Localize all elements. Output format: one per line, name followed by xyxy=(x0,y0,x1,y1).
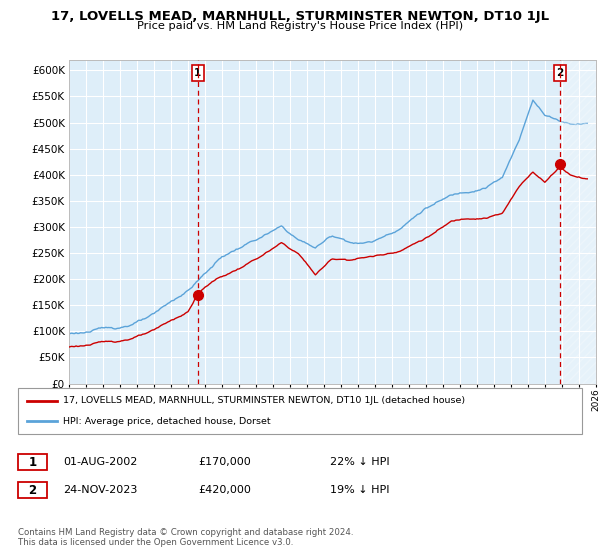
Bar xyxy=(560,60,596,384)
Text: 2: 2 xyxy=(556,68,564,78)
Text: 2: 2 xyxy=(28,483,37,497)
Text: 17, LOVELLS MEAD, MARNHULL, STURMINSTER NEWTON, DT10 1JL: 17, LOVELLS MEAD, MARNHULL, STURMINSTER … xyxy=(51,10,549,23)
Text: HPI: Average price, detached house, Dorset: HPI: Average price, detached house, Dors… xyxy=(63,417,271,426)
Text: 01-AUG-2002: 01-AUG-2002 xyxy=(63,457,137,467)
Text: 1: 1 xyxy=(28,455,37,469)
Text: 24-NOV-2023: 24-NOV-2023 xyxy=(63,485,137,495)
Text: £420,000: £420,000 xyxy=(198,485,251,495)
Text: 1: 1 xyxy=(194,68,202,78)
Text: 19% ↓ HPI: 19% ↓ HPI xyxy=(330,485,389,495)
Text: Price paid vs. HM Land Registry's House Price Index (HPI): Price paid vs. HM Land Registry's House … xyxy=(137,21,463,31)
Text: 22% ↓ HPI: 22% ↓ HPI xyxy=(330,457,389,467)
Text: £170,000: £170,000 xyxy=(198,457,251,467)
Text: 17, LOVELLS MEAD, MARNHULL, STURMINSTER NEWTON, DT10 1JL (detached house): 17, LOVELLS MEAD, MARNHULL, STURMINSTER … xyxy=(63,396,465,405)
Text: Contains HM Land Registry data © Crown copyright and database right 2024.
This d: Contains HM Land Registry data © Crown c… xyxy=(18,528,353,547)
